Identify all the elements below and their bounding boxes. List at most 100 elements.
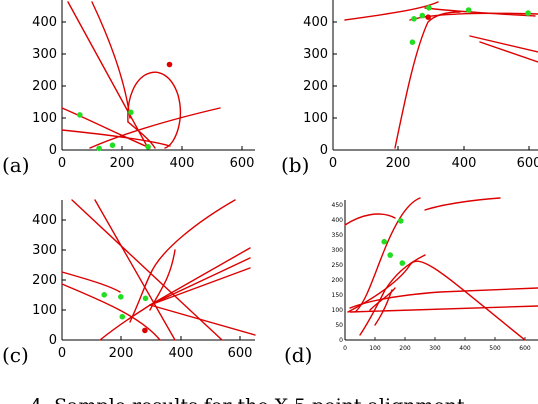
panel-d-ytick-label: 50 [335,322,343,329]
panel-c-ytick-label: 0 [49,333,57,348]
panel-c-xtick-label: 600 [228,346,253,361]
panel-a-plot-area [61,0,255,151]
panel-d-xtick-label: 100 [369,345,381,352]
red-point [425,14,432,20]
panel-d-xtick-label: 400 [459,345,471,352]
panel-d-xtick-label: 600 [519,345,531,352]
panel-a-ytick-label: 300 [32,47,57,62]
panel-c-curve [71,199,223,341]
green-point [109,142,116,148]
panel-d-curve [349,305,538,313]
panel-c-ytick-label: 200 [32,273,57,288]
green-point [398,218,404,224]
panel-c-points [101,292,149,334]
panel-b-curve [469,35,538,53]
panel-b-xtick-label: 600 [517,156,538,171]
panel-a-points [77,61,173,152]
panel-d-ytick-label: 100 [332,307,344,314]
panel-d-curve [359,254,426,336]
panel-b-curve [479,41,538,63]
panel-a-tick-marks [61,21,243,150]
panel-b-xtick-label: 200 [386,156,411,171]
panel-a-xtick-label: 200 [110,156,135,171]
panel-a-xtick-label: 600 [230,156,255,171]
panel-a-curve [89,107,221,149]
panel-c-tick-marks [61,219,241,340]
green-point [118,294,124,300]
green-point [426,5,432,11]
green-point [77,112,83,118]
green-point [101,292,107,298]
panel-c-curve [94,199,176,341]
panel-d-ytick-label: 200 [332,277,344,284]
panel-d-xtick-label: 200 [399,345,411,352]
panel-b-curve [394,11,461,149]
green-point [96,145,102,152]
green-point [145,144,151,150]
panel-a-curve [61,107,151,149]
panel-d-xtick-label: 0 [343,345,347,352]
panel-c-xtick-label: 400 [169,346,194,361]
panel-c-curve [61,271,121,293]
panel-a-ytick-labels: 0 100 200 300 400 [32,15,57,158]
panel-c-label: (c) [2,343,29,367]
panel-a-curve [91,1,131,119]
panel-d-ytick-labels: 0 50 100 150 200 250 300 350 400 450 [332,202,344,344]
green-point [387,252,394,258]
panel-a-label: (a) [2,153,30,177]
panel-d-xtick-label: 500 [489,345,501,352]
panel-a-ytick-label: 0 [49,143,57,158]
panel-c-ytick-label: 100 [32,303,57,318]
panel-a-curve [127,121,156,149]
green-point [525,10,531,16]
panel-d-label: (d) [284,343,312,367]
green-point [419,12,426,19]
panel-d-ytick-label: 450 [332,202,344,209]
panel-d-points [381,218,406,266]
panel-c-xtick-label: 200 [109,346,134,361]
panel-c-xtick-label: 0 [58,346,66,361]
panel-b: 0 200 400 600 0 100 200 300 400 (b) [281,0,538,177]
panel-a-ytick-label: 200 [32,79,57,94]
panel-a-ytick-label: 100 [32,111,57,126]
panel-c-curve [149,249,176,311]
red-point [166,61,173,68]
panel-b-curve [409,12,538,21]
panel-c: 0 200 400 600 0 100 200 300 400 (c) [2,199,256,367]
green-point [399,260,406,266]
panel-b-xtick-labels: 0 200 400 600 [329,156,538,171]
panel-d-curve [354,197,421,313]
panel-a-curve [67,1,149,149]
panel-d-ytick-label: 350 [332,232,344,239]
panel-b-ytick-labels: 0 100 200 300 400 [303,15,328,158]
panel-b-ytick-label: 400 [303,15,328,30]
panel-d-ytick-label: 400 [332,217,344,224]
panel-d-curve [424,197,501,211]
green-point [411,15,417,22]
panel-a-ytick-label: 400 [32,15,57,30]
panel-d-curve [369,287,396,311]
panel-d-ytick-label: 250 [332,262,344,269]
panel-b-xtick-label: 0 [329,156,337,171]
panel-d-curve [349,287,538,309]
panel-c-curve [149,247,251,306]
panel-c-ytick-label: 400 [32,213,57,228]
panel-c-curve [129,199,236,323]
green-point [119,313,126,320]
panel-b-xtick-label: 400 [452,156,477,171]
panel-c-curve [61,283,161,341]
panel-a-xtick-label: 400 [170,156,195,171]
panel-b-ytick-label: 100 [303,111,328,126]
panel-d: 0 100 200 300 400 500 600 0 50 100 150 2… [284,197,538,367]
panel-b-tick-marks [332,21,530,150]
panel-b-ytick-label: 0 [320,143,328,158]
panel-b-label: (b) [281,153,309,177]
panel-b-curve [344,1,439,21]
panel-a: 0 200 400 600 0 100 200 300 400 (a) [2,0,255,177]
panel-a-xtick-label: 0 [58,156,66,171]
panel-b-ytick-label: 300 [303,47,328,62]
panel-d-curve [374,289,393,326]
green-point [142,295,149,302]
panel-c-curve [149,304,256,336]
